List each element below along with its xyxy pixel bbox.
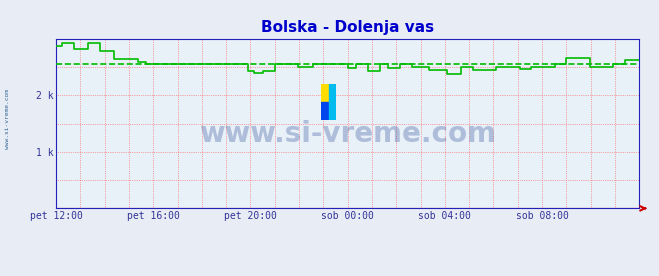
Bar bbox=[322, 102, 329, 120]
Bar bbox=[322, 84, 329, 102]
Text: www.si-vreme.com: www.si-vreme.com bbox=[199, 120, 496, 148]
Title: Bolska - Dolenja vas: Bolska - Dolenja vas bbox=[261, 20, 434, 35]
Bar bbox=[329, 84, 336, 120]
Text: www.si-vreme.com: www.si-vreme.com bbox=[5, 89, 10, 149]
